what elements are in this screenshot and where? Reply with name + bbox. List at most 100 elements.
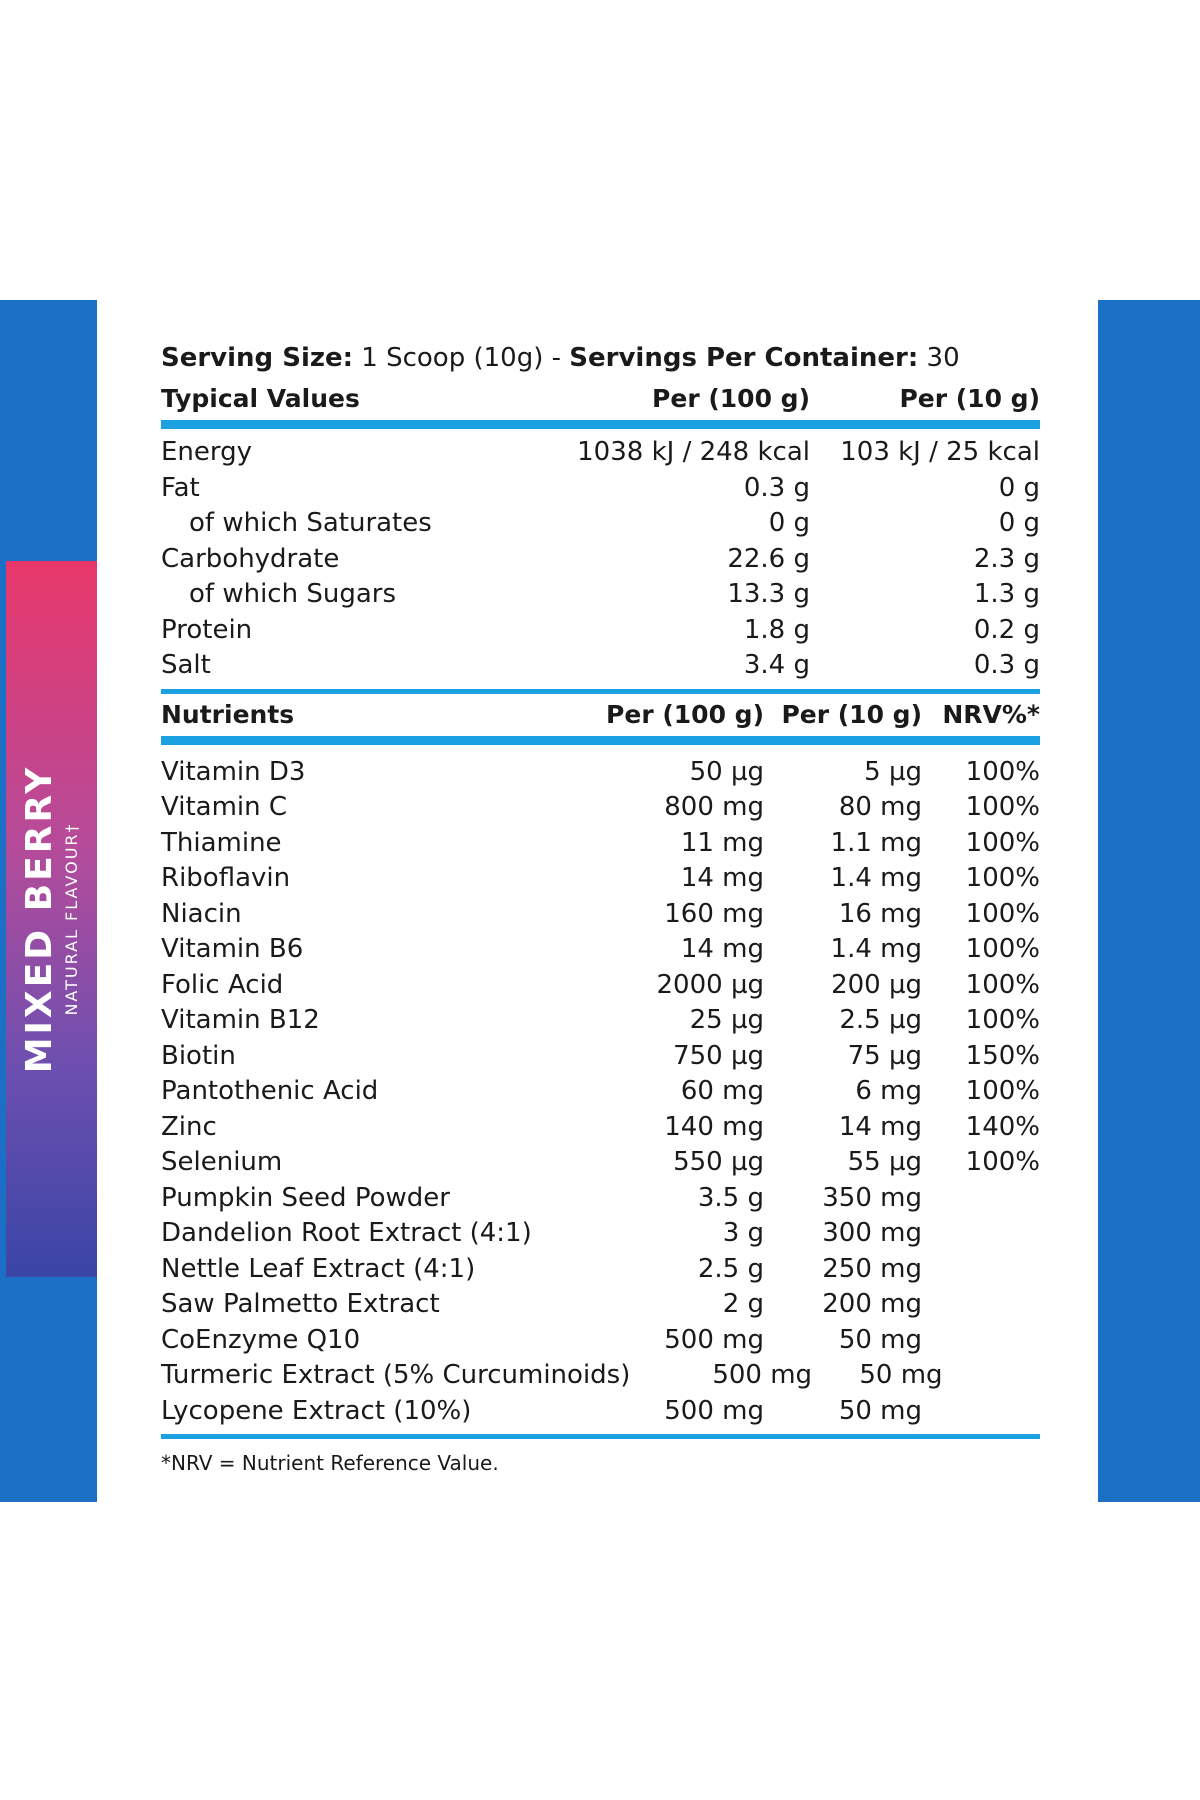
row-per100: 14 mg (680, 863, 764, 893)
row-per100: 60 mg (680, 1076, 764, 1106)
row-name: Vitamin D3 (161, 756, 306, 787)
table-row: Salt 3.4 g 0.3 g (161, 648, 1040, 684)
row-per100: 1038 kJ / 248 kcal (577, 437, 810, 467)
row-name: CoEnzyme Q10 (161, 1324, 361, 1355)
row-per10: 103 kJ / 25 kcal (840, 437, 1040, 467)
row-per10: 350 mg (822, 1182, 922, 1213)
serving-size-label: Serving Size: (161, 343, 354, 373)
row-per10: 1.4 mg (830, 934, 922, 964)
flavour-label: MIXED BERRY NATURAL FLAVOUR† (19, 639, 82, 1199)
typical-header-per10: Per (10 g) (899, 384, 1040, 413)
table-row: CoEnzyme Q10 500 mg 50 mg (161, 1323, 1040, 1359)
typical-values-header: Typical Values Per (100 g) Per (10 g) (161, 378, 1040, 420)
row-per100: 22.6 g (727, 543, 810, 574)
row-per10: 14 mg (838, 1111, 922, 1142)
row-per100: 1.8 g (743, 614, 810, 645)
typical-header-per100: Per (100 g) (652, 384, 810, 413)
row-nrv: 100% (965, 1076, 1040, 1106)
table-row: Pantothenic Acid 60 mg 6 mg 100% (161, 1074, 1040, 1110)
row-per100: 550 µg (673, 1147, 764, 1177)
table-row: Lycopene Extract (10%) 500 mg 50 mg (161, 1394, 1040, 1430)
table-row: Nettle Leaf Extract (4:1) 2.5 g 250 mg (161, 1252, 1040, 1288)
row-per10: 75 µg (847, 1040, 922, 1071)
row-name: Lycopene Extract (10%) (161, 1395, 472, 1426)
row-nrv: 100% (965, 827, 1040, 858)
row-nrv: 100% (965, 969, 1040, 1000)
row-per100: 3.4 g (743, 650, 810, 680)
row-per100: 750 µg (673, 1040, 764, 1071)
table-row: Pumpkin Seed Powder 3.5 g 350 mg (161, 1181, 1040, 1217)
row-per10: 1.1 mg (830, 827, 922, 858)
table-row: Vitamin B12 25 µg 2.5 µg 100% (161, 1003, 1040, 1039)
nutrients-table: Vitamin D3 50 µg 5 µg 100% Vitamin C 800 mg 80… (161, 745, 1040, 1432)
row-per10: 0.3 g (973, 650, 1040, 680)
row-per100: 0.3 g (743, 472, 810, 503)
row-nrv (922, 1394, 1040, 1430)
row-per100: 14 mg (680, 934, 764, 964)
row-name: Energy (161, 437, 253, 467)
row-nrv (922, 1287, 1040, 1323)
nutrients-header-nrv: NRV%* (942, 699, 1040, 729)
row-nrv: 100% (965, 1005, 1040, 1035)
table-row: of which Saturates 0 g 0 g (161, 506, 1040, 542)
table-row: Fat 0.3 g 0 g (161, 471, 1040, 507)
row-per10: 1.3 g (973, 579, 1040, 609)
row-nrv: 150% (965, 1040, 1040, 1071)
row-per10: 50 mg (859, 1360, 943, 1390)
table-row: Selenium 550 µg 55 µg 100% (161, 1145, 1040, 1181)
row-per10: 6 mg (855, 1076, 922, 1106)
row-per100: 3.5 g (697, 1182, 764, 1213)
table-row: Energy 1038 kJ / 248 kcal 103 kJ / 25 kcal (161, 435, 1040, 471)
typical-bottom-rule (161, 688, 1040, 694)
row-name: Niacin (161, 898, 242, 929)
right-blue-band (1098, 300, 1200, 1502)
table-row: Niacin 160 mg 16 mg 100% (161, 897, 1040, 933)
row-name: Vitamin C (161, 792, 288, 822)
row-per10: 2.3 g (973, 543, 1040, 574)
row-name: Saw Palmetto Extract (161, 1289, 440, 1319)
table-row: Folic Acid 2000 µg 200 µg 100% (161, 968, 1040, 1004)
nutrition-panel: Serving Size: 1 Scoop (10g) - Servings P… (161, 338, 1040, 1475)
typical-values-table: Energy 1038 kJ / 248 kcal 103 kJ / 25 kcal… (161, 429, 1040, 686)
row-per100: 500 mg (664, 1395, 764, 1426)
table-row: Vitamin C 800 mg 80 mg 100% (161, 790, 1040, 826)
row-nrv: 100% (965, 792, 1040, 822)
row-per10: 50 mg (838, 1395, 922, 1426)
row-name: Salt (161, 650, 211, 680)
row-per100: 11 mg (680, 827, 764, 858)
row-name: Pantothenic Acid (161, 1076, 379, 1106)
row-per100: 2 g (722, 1289, 764, 1319)
table-row: Zinc 140 mg 14 mg 140% (161, 1110, 1040, 1146)
row-name: Nettle Leaf Extract (4:1) (161, 1253, 476, 1284)
row-nrv: 100% (965, 934, 1040, 964)
table-row: Dandelion Root Extract (4:1) 3 g 300 mg (161, 1216, 1040, 1252)
row-nrv: 140% (965, 1111, 1040, 1142)
nutrients-header-per100: Per (100 g) (606, 699, 764, 729)
row-per10: 0 g (998, 472, 1040, 503)
row-name: Carbohydrate (161, 543, 340, 574)
flavour-subtitle: NATURAL FLAVOUR† (62, 822, 81, 1016)
row-per100: 2.5 g (697, 1253, 764, 1284)
row-name: Protein (161, 614, 253, 645)
row-per100: 500 mg (712, 1360, 813, 1390)
row-per100: 25 µg (689, 1005, 764, 1035)
row-name: Riboflavin (161, 863, 291, 893)
row-per10: 1.4 mg (830, 863, 922, 893)
typical-header-name: Typical Values (161, 384, 360, 413)
row-per10: 2.5 µg (839, 1005, 922, 1035)
nutrients-header-rule (161, 735, 1040, 745)
row-per10: 55 µg (847, 1147, 922, 1177)
row-nrv (943, 1358, 1040, 1394)
row-name: Fat (161, 472, 200, 503)
row-per100: 800 mg (664, 792, 764, 822)
serving-size-value: 1 Scoop (10g) (361, 343, 544, 373)
row-per100: 50 µg (689, 756, 764, 787)
row-per100: 140 mg (664, 1111, 764, 1142)
row-name: Vitamin B6 (161, 934, 304, 964)
row-name: Turmeric Extract (5% Curcuminoids) (161, 1360, 631, 1390)
row-per10: 80 mg (838, 792, 922, 822)
table-row: Saw Palmetto Extract 2 g 200 mg (161, 1287, 1040, 1323)
row-name: of which Sugars (189, 579, 396, 609)
row-name: Biotin (161, 1040, 236, 1071)
table-row: Vitamin D3 50 µg 5 µg 100% (161, 755, 1040, 791)
